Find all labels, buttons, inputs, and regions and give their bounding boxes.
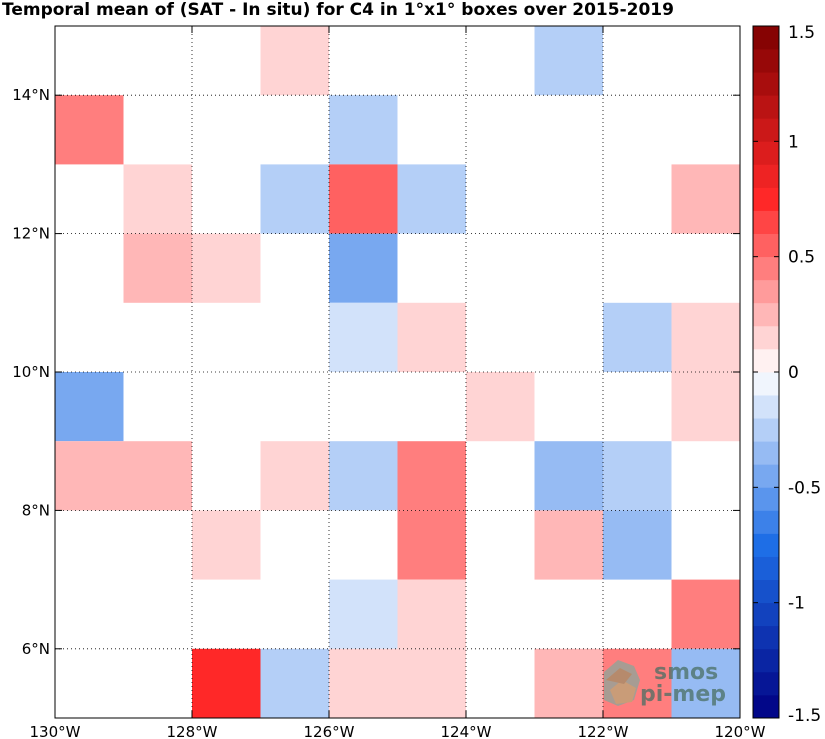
colorbar-tick-label: 0 [788,363,799,383]
colorbar-segment [753,348,779,373]
colorbar-segment [753,418,779,442]
colorbar-segment [753,26,779,50]
x-axis-ticks: 130°W 128°W 126°W 124°W 122°W 120°W [30,26,766,739]
colorbar-segment [753,95,779,119]
heatmap-cell [397,648,466,718]
heatmap-cell [55,441,124,511]
colorbar-tick-label: 1 [788,132,799,152]
x-tick-label: 124°W [441,723,492,739]
y-tick-label: 14°N [12,86,50,104]
heatmap-cell [123,233,192,303]
colorbar-segment [753,671,779,696]
colorbar-segment [753,49,779,73]
colorbar-segment [753,302,779,327]
x-tick-label: 128°W [167,723,218,739]
y-tick-label: 10°N [12,363,50,381]
heatmap-cell [671,579,740,649]
colorbar-segment [753,141,779,165]
chart-title: Temporal mean of (SAT - In situ) for C4 … [2,0,674,20]
heatmap-cell [397,579,466,649]
heatmap-cell [671,164,740,234]
heatmap-cell [260,26,329,96]
heatmap-cell [397,302,466,372]
heatmap-cell [192,233,261,303]
heatmap-cell [123,164,192,234]
colorbar-segment [753,579,779,604]
colorbar-segment [753,372,779,396]
colorbar-tick-label: -0.5 [788,478,821,498]
colorbar-segment [753,118,779,142]
colorbar-segment [753,279,779,304]
heatmap-cell [260,441,329,511]
heatmap-cell [329,302,398,372]
heatmap-cell [329,233,398,303]
colorbar-tick-label: -1.5 [788,706,821,726]
colorbar-segment [753,533,779,557]
heatmap-cell [329,648,398,718]
colorbar-segment [753,72,779,96]
colorbar-segment [753,556,779,580]
heatmap-cell [123,441,192,511]
heatmap-cell [192,648,261,718]
heatmap-cell [603,441,672,511]
heatmap-cell [466,372,535,442]
colorbar-segment [753,487,779,511]
colorbar-tick-label: 0.5 [788,248,815,268]
colorbar-segment [753,164,779,188]
heatmap-cell [603,510,672,580]
colorbar-tick-label: 1.5 [788,23,815,43]
colorbar-tick-label: -1 [788,594,805,614]
logo-emblem-icon [604,660,640,706]
colorbar-segment [753,648,779,673]
heatmap-cell [397,441,466,511]
heatmap-cell [671,372,740,442]
logo-text-smos: smos [654,660,718,685]
heatmap-cell [534,441,603,511]
colorbar-segment [753,395,779,419]
colorbar-segment [753,256,779,281]
heatmap-cell [260,164,329,234]
colorbar: 1.5 1 0.5 0 -0.5 -1 -1.5 [752,23,821,726]
heatmap-cell [260,648,329,718]
x-tick-label: 120°W [715,723,766,739]
colorbar-segment [753,325,779,350]
gridlines [55,26,740,718]
y-tick-label: 6°N [22,640,50,658]
heatmap-cell [534,648,603,718]
heatmap-cell [397,510,466,580]
colorbar-segment [753,625,779,650]
colorbar-segment [753,602,779,627]
heatmap-cell [329,579,398,649]
heatmap-cell [671,302,740,372]
x-tick-label: 126°W [304,723,355,739]
heatmap-cell [603,302,672,372]
heatmap-cell [192,510,261,580]
heatmap-cell [55,372,124,442]
heatmap-cell [397,164,466,234]
colorbar-segment [753,694,779,719]
colorbar-segment [753,441,779,465]
y-tick-label: 8°N [22,501,50,519]
heatmap-cell [329,441,398,511]
colorbar-segment [753,233,779,258]
y-tick-label: 12°N [12,225,50,243]
heatmap-cells [55,26,740,718]
y-axis-ticks: 6°N 8°N 10°N 12°N 14°N [12,86,740,658]
heatmap-cell [534,510,603,580]
x-tick-label: 122°W [578,723,629,739]
logo-text-pimep: pi-mep [640,682,726,707]
heatmap-cell [671,648,740,718]
heatmap-cell [329,95,398,165]
heatmap-cell [329,164,398,234]
colorbar-segment [753,187,779,211]
x-tick-label: 130°W [30,723,81,739]
colorbar-segment [753,510,779,534]
heatmap-cell [55,95,124,165]
colorbar-segment [753,210,779,234]
colorbar-segment [753,464,779,488]
heatmap-cell [534,26,603,96]
